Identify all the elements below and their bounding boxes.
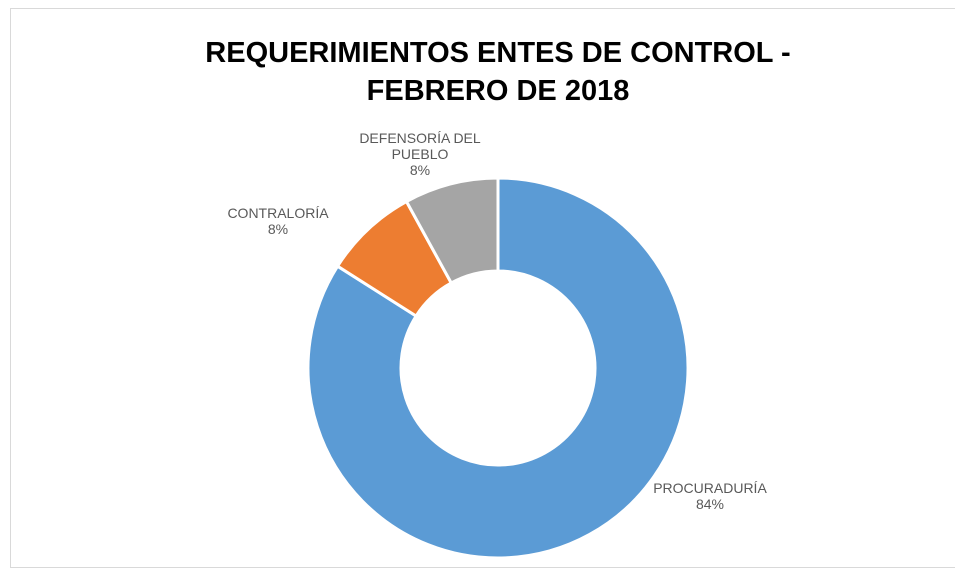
category-label: PROCURADURÍA (653, 480, 767, 496)
data-label: DEFENSORÍA DEL PUEBLO 8% (340, 130, 500, 178)
donut-slice (306, 176, 690, 558)
data-label: CONTRALORÍA 8% (227, 205, 328, 237)
data-label: PROCURADURÍA 84% (653, 480, 767, 512)
value-label: 8% (409, 162, 431, 178)
value-label: 8% (267, 221, 289, 237)
chart-title: REQUERIMIENTOS ENTES DE CONTROL - FEBRER… (205, 37, 791, 107)
category-label: CONTRALORÍA (227, 205, 329, 221)
donut-slice (404, 176, 500, 286)
category-label: DEFENSORÍA DEL PUEBLO (359, 130, 481, 162)
value-label: 84% (695, 496, 725, 512)
